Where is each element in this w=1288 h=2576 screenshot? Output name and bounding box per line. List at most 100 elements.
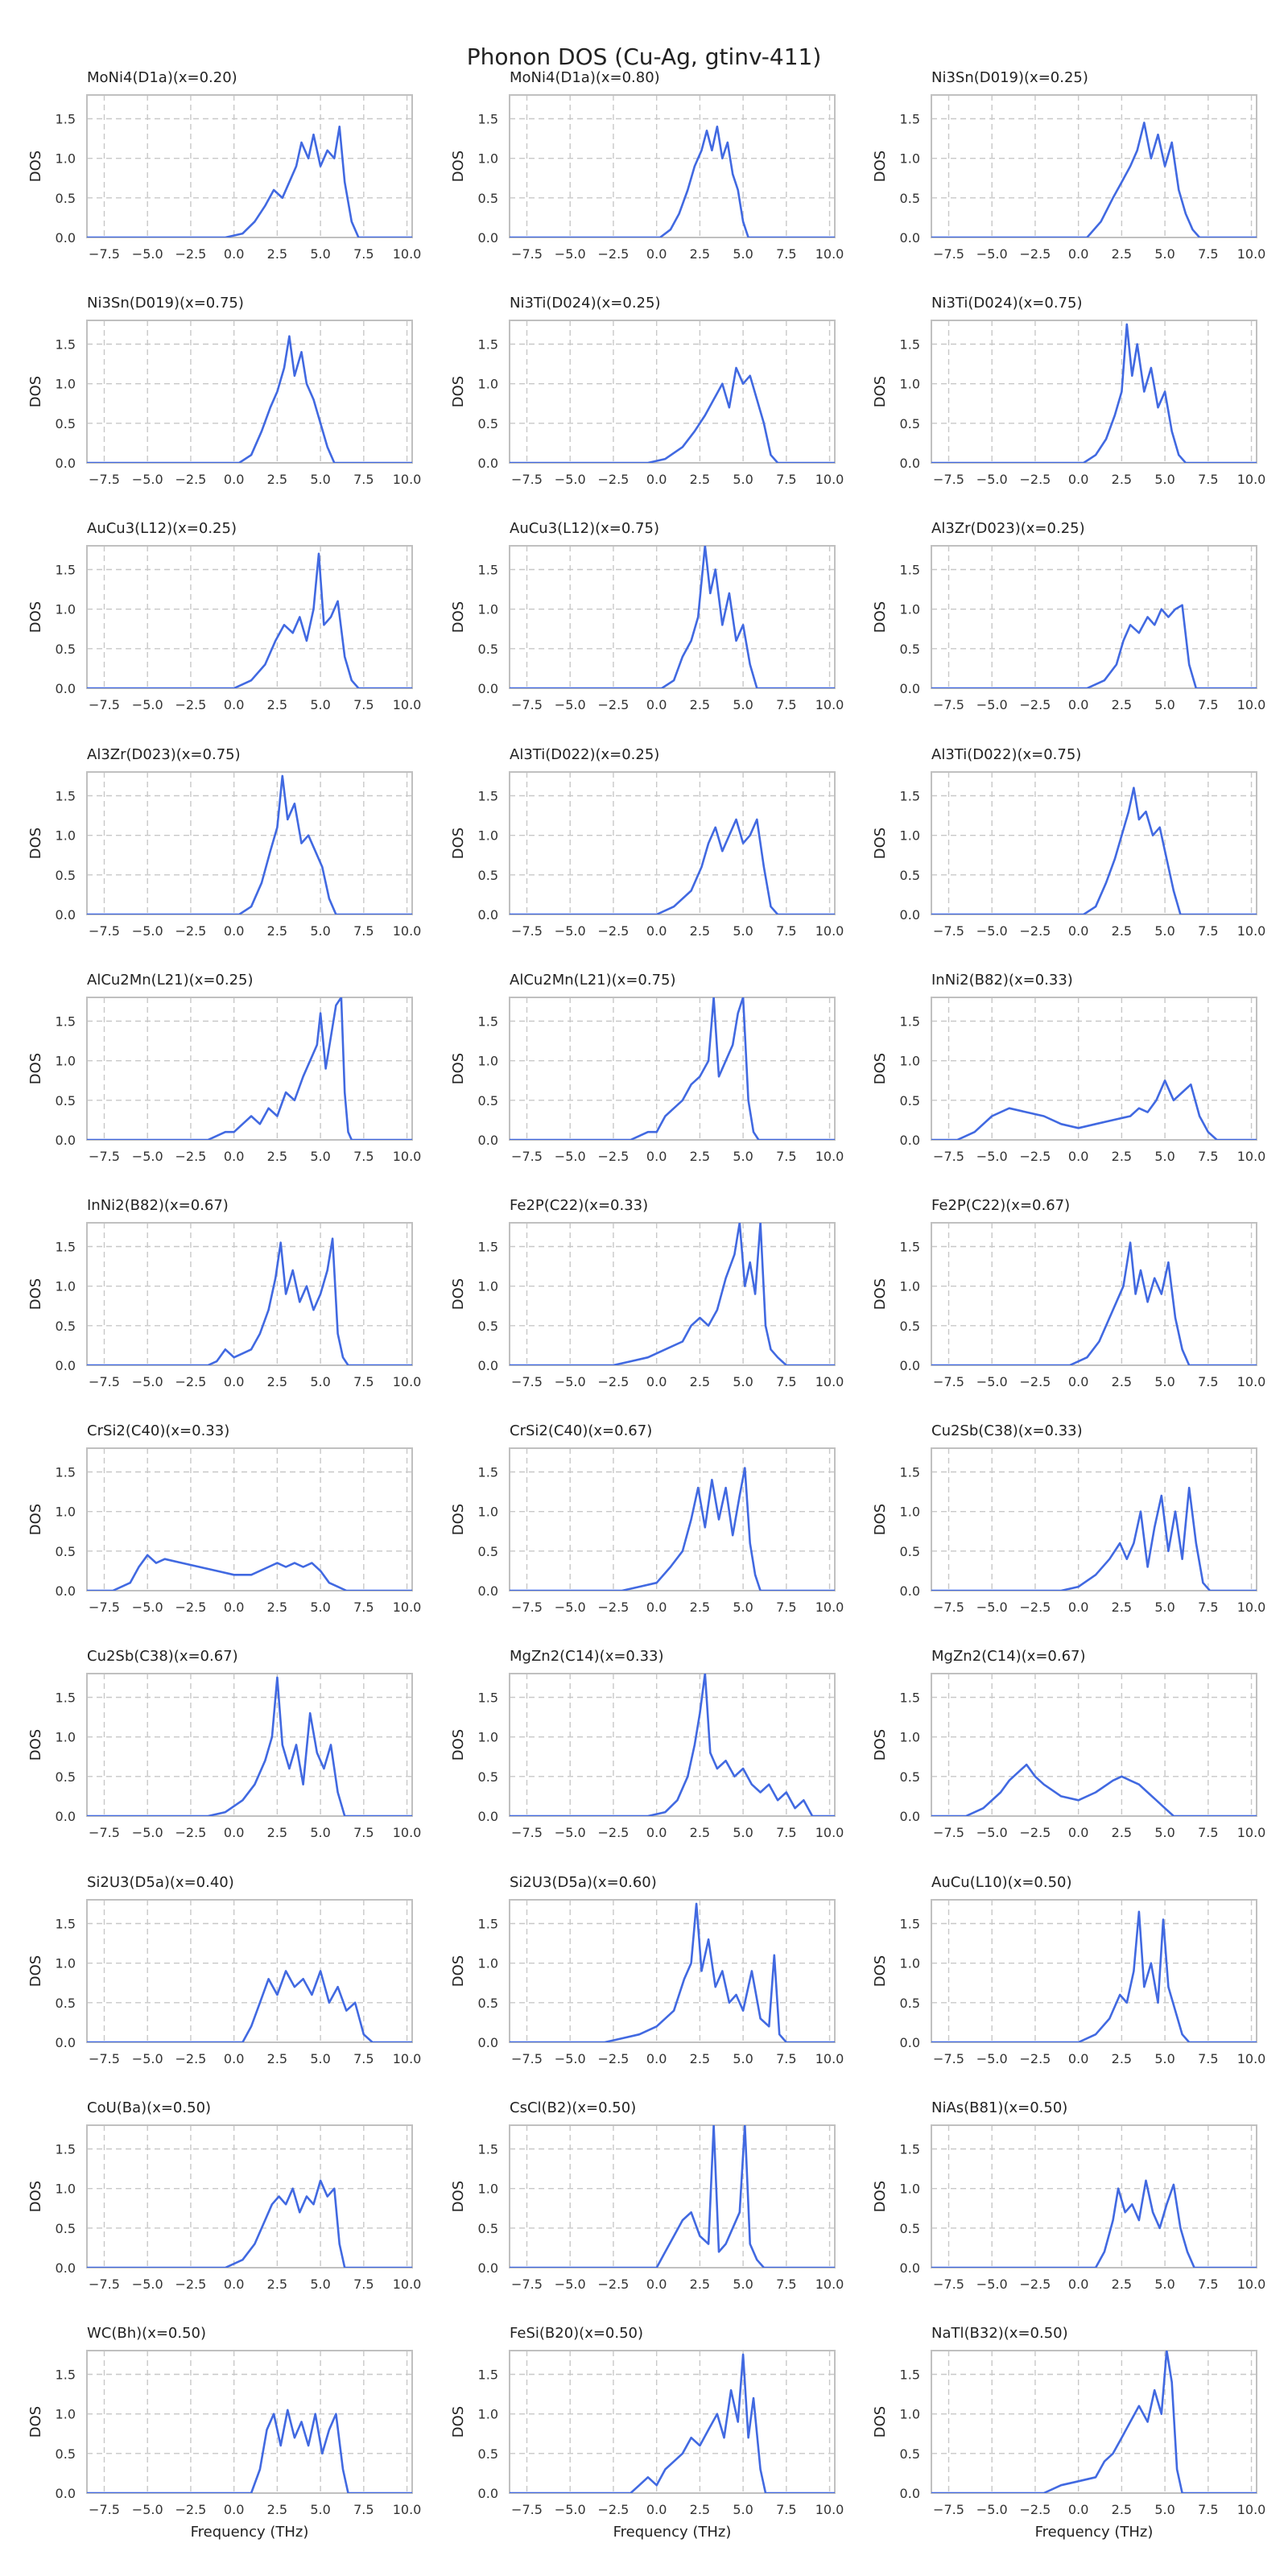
x-tick-label: 2.5 <box>267 472 287 487</box>
x-tick-label: −5.0 <box>555 2502 586 2517</box>
y-tick-label: 0.5 <box>900 868 920 883</box>
dos-panel: Fe2P(C22)(x=0.33) −7.5 −5.0 −2.5 0.0 2.5 5.0 7.… <box>450 1197 844 1389</box>
x-tick-label: −2.5 <box>175 1149 207 1164</box>
x-tick-label: 0.0 <box>1068 472 1088 487</box>
x-tick-label: −7.5 <box>511 1825 543 1840</box>
x-tick-label: 2.5 <box>267 2502 287 2517</box>
x-tick-label: 7.5 <box>1198 472 1218 487</box>
dos-series-line <box>510 818 835 914</box>
y-axis-label: DOS <box>872 2181 889 2212</box>
x-tick-label: −7.5 <box>89 1600 120 1615</box>
x-tick-label: 10.0 <box>815 1600 844 1615</box>
dos-series-line <box>931 2351 1257 2493</box>
x-tick-label: 7.5 <box>353 2277 374 2292</box>
x-tick-label: 5.0 <box>1154 246 1174 262</box>
x-tick-label: 7.5 <box>353 246 374 262</box>
x-tick-label: 10.0 <box>1237 697 1266 712</box>
plot-frame <box>86 1899 413 2043</box>
x-tick-label: −5.0 <box>132 1149 163 1164</box>
y-axis-label: DOS <box>450 2181 467 2212</box>
plot-frame <box>509 1673 836 1817</box>
panel-title: Al3Ti(D022)(x=0.75) <box>931 746 1081 763</box>
x-tick-label: 0.0 <box>646 246 667 262</box>
x-tick-label: −5.0 <box>555 1374 586 1389</box>
dos-series-line <box>87 1676 412 1816</box>
x-tick-label: 5.0 <box>733 923 753 939</box>
x-tick-label: 5.0 <box>733 2502 753 2517</box>
y-tick-label: 0.5 <box>900 1769 920 1785</box>
x-tick-label: −5.0 <box>555 2277 586 2292</box>
x-tick-label: −2.5 <box>1020 1374 1051 1389</box>
x-tick-label: 0.0 <box>1068 1825 1088 1840</box>
x-tick-label: 2.5 <box>690 472 710 487</box>
x-tick-label: 2.5 <box>267 1149 287 1164</box>
x-axis-label: Frequency (THz) <box>1035 2524 1154 2541</box>
x-tick-label: 7.5 <box>353 1374 374 1389</box>
panel-title: AuCu3(L12)(x=0.75) <box>510 520 659 537</box>
dos-series-line <box>510 546 835 688</box>
y-tick-label: 1.0 <box>478 1956 498 1971</box>
y-tick-label: 1.5 <box>478 563 498 578</box>
x-tick-label: 0.0 <box>224 2277 244 2292</box>
plot-frame <box>86 997 413 1141</box>
y-axis-label: DOS <box>872 2406 889 2438</box>
panel-title: NaTl(B32)(x=0.50) <box>931 2325 1068 2342</box>
panel-title: Fe2P(C22)(x=0.33) <box>510 1197 648 1214</box>
panel-title: InNi2(B82)(x=0.33) <box>931 972 1073 989</box>
x-tick-label: 5.0 <box>1154 2277 1174 2292</box>
y-tick-label: 0.5 <box>478 1544 498 1559</box>
x-tick-label: 5.0 <box>310 2277 330 2292</box>
x-tick-label: 2.5 <box>1112 2277 1132 2292</box>
x-tick-label: −2.5 <box>175 697 207 712</box>
dos-series-line <box>931 786 1257 914</box>
x-tick-label: −2.5 <box>1020 2051 1051 2066</box>
plot-frame <box>931 1222 1257 1366</box>
x-tick-label: −5.0 <box>976 2051 1008 2066</box>
dos-series-line <box>87 1970 412 2042</box>
x-tick-label: −5.0 <box>976 1374 1008 1389</box>
y-tick-label: 1.0 <box>478 1054 498 1069</box>
panel-title: AuCu(L10)(x=0.50) <box>931 1874 1072 1891</box>
x-tick-label: 0.0 <box>224 2051 244 2066</box>
x-tick-label: −7.5 <box>933 246 964 262</box>
x-tick-label: 5.0 <box>310 2051 330 2066</box>
x-tick-label: 2.5 <box>1112 1374 1132 1389</box>
plot-frame <box>86 1447 413 1591</box>
y-tick-label: 1.0 <box>56 828 76 844</box>
y-tick-label: 0.5 <box>56 1544 76 1559</box>
x-tick-label: 7.5 <box>776 246 796 262</box>
x-tick-label: 7.5 <box>776 2502 796 2517</box>
x-tick-label: −5.0 <box>132 2502 163 2517</box>
y-tick-label: 1.0 <box>56 151 76 167</box>
y-tick-label: 0.0 <box>478 1809 498 1824</box>
y-axis-label: DOS <box>872 1504 889 1535</box>
x-tick-label: 7.5 <box>353 697 374 712</box>
dos-series-line <box>931 1486 1257 1591</box>
x-tick-label: 7.5 <box>1198 2051 1218 2066</box>
y-tick-label: 1.5 <box>478 1465 498 1480</box>
panel-title: MgZn2(C14)(x=0.33) <box>510 1648 664 1665</box>
x-tick-label: −2.5 <box>598 697 630 712</box>
dos-panel: Cu2Sb(C38)(x=0.67) −7.5 −5.0 −2.5 0.0 2.5 5.0 7… <box>27 1648 421 1840</box>
x-axis-label: Frequency (THz) <box>191 2524 309 2541</box>
x-tick-label: −2.5 <box>1020 1149 1051 1164</box>
x-tick-label: 5.0 <box>733 246 753 262</box>
x-tick-label: 5.0 <box>310 472 330 487</box>
x-tick-label: 5.0 <box>1154 697 1174 712</box>
y-tick-label: 0.5 <box>56 2221 76 2236</box>
y-tick-label: 0.5 <box>900 1996 920 2011</box>
y-tick-label: 1.0 <box>900 602 920 617</box>
x-tick-label: 10.0 <box>393 1600 422 1615</box>
y-tick-label: 1.5 <box>56 1917 76 1932</box>
x-tick-label: −5.0 <box>132 246 163 262</box>
dos-panel: AuCu3(L12)(x=0.75) −7.5 −5.0 −2.5 0.0 2.5 5.0 7… <box>450 520 844 712</box>
panel-title: WC(Bh)(x=0.50) <box>87 2325 206 2342</box>
y-tick-label: 1.5 <box>56 2368 76 2383</box>
x-tick-label: 5.0 <box>310 2502 330 2517</box>
dos-series-line <box>931 2179 1257 2268</box>
x-tick-label: 0.0 <box>1068 1600 1088 1615</box>
x-tick-label: 5.0 <box>733 472 753 487</box>
x-tick-label: 10.0 <box>393 2502 422 2517</box>
y-tick-label: 0.0 <box>478 2486 498 2501</box>
x-tick-label: 10.0 <box>815 2277 844 2292</box>
